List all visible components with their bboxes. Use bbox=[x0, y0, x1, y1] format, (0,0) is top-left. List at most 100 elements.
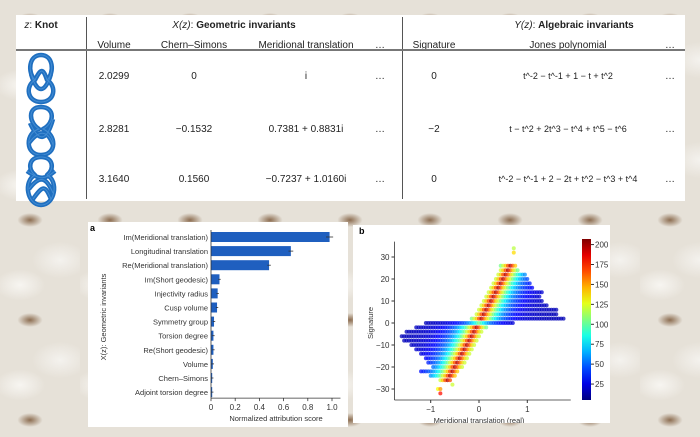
cell-jones: t − t^2 + 2t^3 − t^4 + t^5 − t^6 bbox=[509, 124, 627, 134]
bar bbox=[211, 260, 270, 271]
data-point bbox=[472, 343, 477, 347]
algebraic-header-var: Y(z) bbox=[514, 20, 533, 31]
bar bbox=[211, 288, 218, 299]
data-point bbox=[484, 325, 489, 330]
y-tick-label: 30 bbox=[381, 253, 390, 262]
x-tick-label: 0.2 bbox=[230, 403, 242, 412]
colorbar-tick-label: 125 bbox=[595, 300, 609, 309]
data-point bbox=[513, 263, 518, 268]
data-point bbox=[438, 387, 443, 391]
x-tick-label: 0.8 bbox=[302, 403, 314, 412]
column-header: … bbox=[665, 40, 675, 51]
x-tick-label: 0.4 bbox=[254, 403, 266, 412]
cell-jones: t^-2 − t^-1 + 1 − t + t^2 bbox=[523, 71, 613, 81]
y-tick-label: −20 bbox=[376, 363, 390, 372]
category-label: Re(Short geodesic) bbox=[143, 346, 208, 355]
data-point bbox=[477, 334, 481, 339]
x-tick-label: 1.0 bbox=[326, 403, 338, 412]
data-point bbox=[515, 268, 520, 273]
cell-meridional: 0.7381 + 0.8831i bbox=[268, 124, 344, 135]
knot-diagram-icon bbox=[26, 52, 56, 105]
category-label: Im(Meridional translation) bbox=[123, 233, 208, 242]
knot-header-label: Knot bbox=[34, 20, 58, 31]
data-point bbox=[479, 329, 484, 334]
x-tick-label: 0 bbox=[209, 403, 214, 412]
cell-meridional: −0.7237 + 1.0160i bbox=[265, 174, 347, 185]
cell-chern_simons: 0 bbox=[191, 71, 197, 82]
bar bbox=[211, 232, 330, 242]
y-tick-label: −10 bbox=[376, 341, 390, 350]
data-point bbox=[464, 356, 469, 361]
data-point bbox=[438, 391, 443, 396]
x-tick-label: 1 bbox=[525, 405, 530, 414]
category-label: Torsion degree bbox=[158, 332, 208, 341]
knot-diagram-icon bbox=[26, 104, 56, 158]
colorbar-tick-label: 100 bbox=[595, 320, 609, 329]
cell-more2: … bbox=[665, 124, 675, 135]
category-label: Volume bbox=[183, 360, 208, 369]
bar bbox=[211, 274, 220, 285]
y-tick-label: 20 bbox=[381, 275, 390, 284]
category-label: Cusp volume bbox=[164, 304, 208, 313]
colorbar-tick-label: 25 bbox=[595, 380, 604, 389]
panel-label: b bbox=[359, 226, 365, 236]
column-header: Signature bbox=[412, 40, 456, 51]
cell-chern_simons: −0.1532 bbox=[175, 124, 213, 135]
cell-signature: 0 bbox=[431, 174, 437, 185]
knot-header-var: z bbox=[24, 20, 30, 31]
column-header: Jones polynomial bbox=[529, 40, 607, 51]
divider bbox=[86, 17, 87, 199]
bar bbox=[211, 330, 214, 341]
colorbar-tick-label: 75 bbox=[595, 340, 604, 349]
data-point bbox=[510, 321, 515, 325]
category-label: Chern–Simons bbox=[158, 374, 208, 383]
data-point bbox=[537, 294, 542, 299]
algebraic-header-label: Algebraic invariants bbox=[538, 20, 634, 31]
column-header: Meridional translation bbox=[258, 40, 354, 51]
colorbar-tick-label: 50 bbox=[595, 360, 604, 369]
data-point bbox=[539, 290, 544, 295]
data-point bbox=[448, 378, 453, 383]
cell-more1: … bbox=[375, 124, 385, 135]
data-point bbox=[450, 382, 455, 387]
cell-meridional: i bbox=[304, 71, 308, 82]
bar bbox=[211, 302, 218, 313]
bar-chart-svg: a X(z): Geometric invariants Im(Meridional… bbox=[90, 223, 341, 423]
data-point bbox=[554, 307, 559, 312]
knot-diagram-icon bbox=[25, 154, 57, 208]
data-point bbox=[544, 303, 549, 308]
geometric-header-label: Geometric invariants bbox=[196, 20, 296, 31]
y-tick-label: −30 bbox=[376, 385, 390, 394]
cell-volume: 2.0299 bbox=[98, 71, 130, 82]
colorbar-tick-label: 200 bbox=[595, 241, 609, 250]
x-tick-label: 0.6 bbox=[278, 403, 290, 412]
data-point bbox=[522, 272, 527, 277]
panel-label: a bbox=[90, 223, 96, 233]
category-label: Adjoint torsion degree bbox=[135, 388, 208, 397]
algebraic-header: Y(z): Algebraic invariants bbox=[514, 20, 634, 31]
data-point bbox=[530, 285, 535, 290]
y-tick-label: 10 bbox=[381, 297, 390, 306]
x-axis-label: Normalized attribution score bbox=[229, 414, 322, 423]
geometric-header: X(z): Geometric invariants bbox=[172, 20, 296, 31]
data-point bbox=[455, 369, 460, 374]
cell-more2: … bbox=[665, 71, 675, 82]
data-point bbox=[460, 365, 465, 369]
geometric-header-var: X(z) bbox=[172, 20, 191, 31]
data-point bbox=[474, 338, 479, 343]
signature-scatter-plot: b −1 0 1 30 20 10 0 −10 −20 −30 Meridional translat… bbox=[353, 225, 610, 425]
column-header: Chern–Simons bbox=[160, 40, 228, 51]
category-label: Symmetry group bbox=[153, 318, 208, 327]
y-axis-label: X(z): Geometric invariants bbox=[99, 273, 108, 360]
colorbar-tick-label: 175 bbox=[595, 261, 609, 270]
invariants-table: z: Knot X(z): Geometric invariants Y(z):… bbox=[16, 15, 685, 208]
data-point bbox=[452, 373, 457, 378]
category-label: Re(Meridional translation) bbox=[122, 261, 208, 270]
data-point bbox=[527, 281, 532, 286]
column-header: Volume bbox=[97, 40, 131, 51]
knot-header: z: Knot bbox=[24, 20, 58, 31]
cell-jones: t^-2 − t^-1 + 2 − 2t + t^2 − t^3 + t^4 bbox=[498, 174, 638, 184]
x-axis-label: Meridional translation (real) bbox=[434, 416, 525, 423]
data-point bbox=[462, 360, 467, 365]
